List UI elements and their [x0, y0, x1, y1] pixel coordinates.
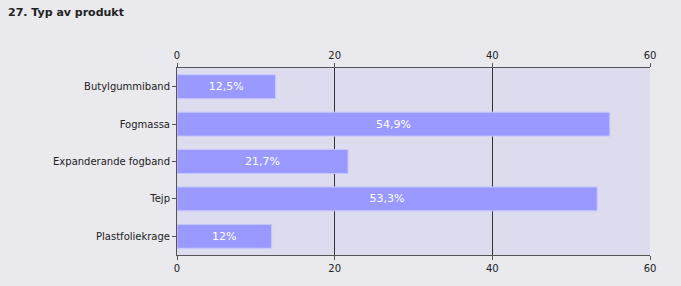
- svg-text:Expanderande fogband: Expanderande fogband: [53, 156, 170, 167]
- svg-text:40: 40: [486, 50, 499, 61]
- svg-text:54,9%: 54,9%: [376, 118, 411, 131]
- svg-text:Fogmassa: Fogmassa: [120, 119, 170, 130]
- svg-text:27. Typ av produkt: 27. Typ av produkt: [8, 6, 124, 19]
- svg-text:21,7%: 21,7%: [245, 155, 280, 168]
- svg-text:40: 40: [486, 263, 499, 274]
- svg-text:20: 20: [328, 263, 341, 274]
- svg-text:20: 20: [328, 50, 341, 61]
- svg-text:12,5%: 12,5%: [209, 80, 244, 93]
- svg-text:12%: 12%: [212, 230, 236, 243]
- svg-text:53,3%: 53,3%: [370, 192, 405, 205]
- svg-text:Butylgummiband: Butylgummiband: [84, 81, 170, 92]
- svg-text:60: 60: [644, 263, 657, 274]
- svg-text:0: 0: [174, 263, 180, 274]
- svg-text:Plastfoliekrage: Plastfoliekrage: [96, 231, 170, 242]
- svg-text:Tejp: Tejp: [149, 193, 170, 204]
- svg-text:0: 0: [174, 50, 180, 61]
- svg-text:60: 60: [644, 50, 657, 61]
